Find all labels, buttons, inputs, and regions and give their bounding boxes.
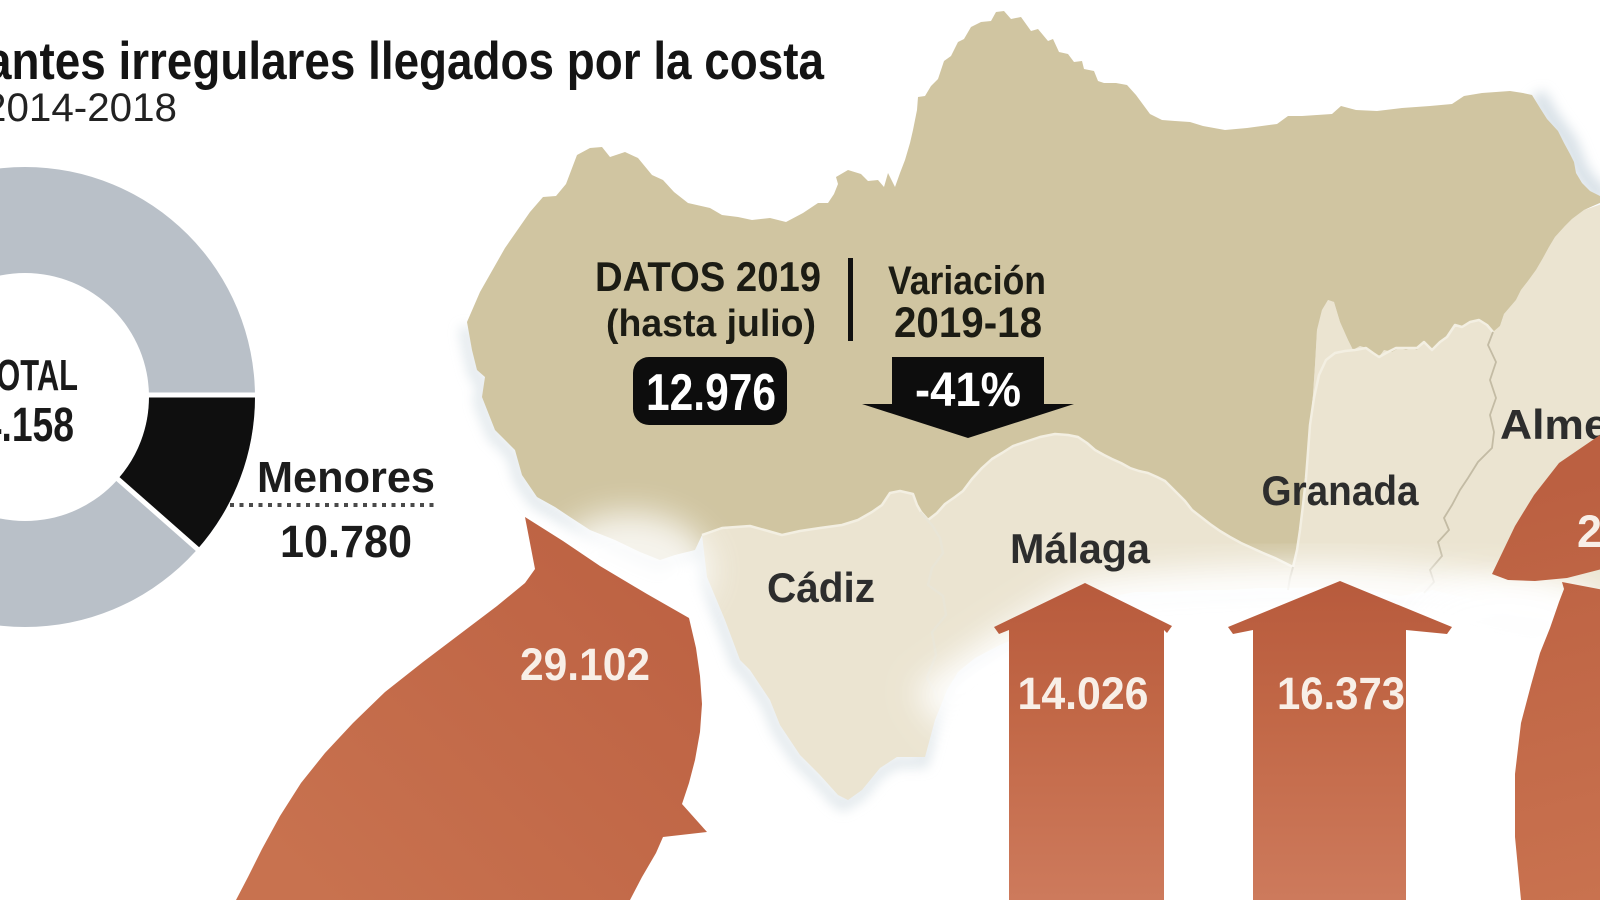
svg-text:29.102: 29.102 xyxy=(520,639,650,690)
svg-text:-41%: -41% xyxy=(915,364,1021,417)
svg-text:12.976: 12.976 xyxy=(646,364,776,422)
svg-text:10.780: 10.780 xyxy=(280,516,412,567)
svg-text:Menores: Menores xyxy=(257,453,435,502)
svg-text:Málaga: Málaga xyxy=(1010,525,1151,572)
svg-text:DATOS 2019: DATOS 2019 xyxy=(595,253,821,300)
svg-text:74.158: 74.158 xyxy=(0,399,74,452)
svg-text:2014-2018: 2014-2018 xyxy=(0,86,177,130)
svg-text:Almería: Almería xyxy=(1500,401,1600,448)
svg-text:TOTAL: TOTAL xyxy=(0,351,78,400)
svg-text:antes irregulares llegados por: antes irregulares llegados por la costa xyxy=(0,32,824,91)
svg-text:Granada: Granada xyxy=(1262,467,1420,514)
svg-text:16.373: 16.373 xyxy=(1277,668,1405,719)
svg-text:26.100: 26.100 xyxy=(1577,506,1600,557)
svg-text:Cádiz: Cádiz xyxy=(767,564,875,611)
svg-text:Variación: Variación xyxy=(888,259,1046,303)
svg-text:2019-18: 2019-18 xyxy=(894,299,1042,347)
svg-text:(hasta julio): (hasta julio) xyxy=(606,303,816,345)
svg-text:14.026: 14.026 xyxy=(1018,668,1149,719)
